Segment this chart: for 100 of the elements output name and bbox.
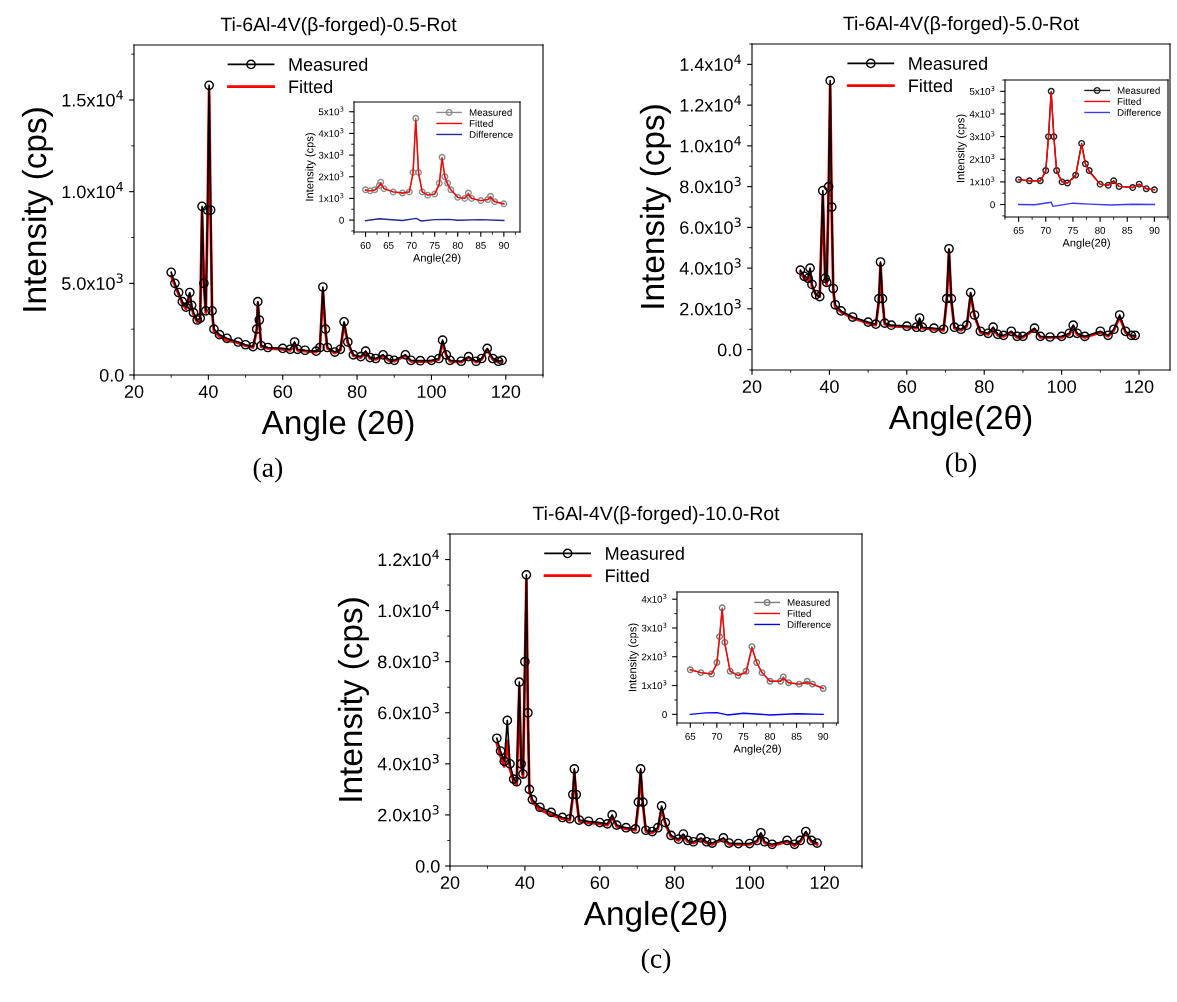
y-axis-title: Intensity (cps) — [337, 598, 369, 801]
y-axis-title: Intensity (cps) — [628, 623, 639, 692]
y-tick-label: 6.0x10$^{3}$ — [378, 702, 439, 720]
y-tick-label: 6.0x10$^{3}$ — [680, 217, 741, 234]
y-tick-label: 4.0x10$^{3}$ — [679, 258, 741, 275]
x-tick-label: 75 — [429, 242, 440, 249]
x-tick-label: 60 — [897, 380, 917, 393]
x-tick-label: 80 — [347, 385, 367, 398]
x-axis-title: Angle(2θ) — [1062, 238, 1110, 249]
y-tick-label: 5.0x10$^{3}$ — [61, 273, 123, 290]
x-tick-label: 100 — [417, 385, 446, 398]
chart-title: Ti-6Al-4V(β-forged)-10.0-Rot — [532, 506, 780, 525]
x-tick-label: 60 — [360, 241, 371, 249]
x-axis-title: Angle(2θ) — [583, 900, 727, 932]
y-tick-label: 5x10$^{3}$ — [969, 86, 995, 95]
legend-label: Measured — [787, 598, 830, 606]
legend-label: Fitted — [787, 609, 811, 617]
y-tick-label: 4x10$^{3}$ — [969, 108, 995, 118]
x-tick-label: 80 — [765, 732, 776, 740]
x-tick-label: 65 — [1013, 226, 1024, 234]
x-tick-label: 80 — [1095, 226, 1106, 234]
x-tick-label: 85 — [1122, 226, 1133, 234]
y-tick-label: 0 — [662, 711, 667, 718]
x-tick-label: 75 — [1068, 227, 1078, 234]
y-tick-label: 3x10$^{3}$ — [318, 149, 344, 159]
y-tick-label: 2.0x10$^{3}$ — [680, 298, 741, 316]
y-tick-label: 2.0x10$^{3}$ — [378, 805, 439, 822]
y-tick-label: 3x10$^{3}$ — [641, 622, 667, 632]
y-tick-label: 1x10$^{3}$ — [970, 176, 995, 186]
legend-label: Measured — [469, 108, 512, 116]
y-tick-label: 1.2x10$^{4}$ — [680, 95, 741, 112]
y-tick-label: 4.0x10$^{3}$ — [377, 753, 439, 771]
y-tick-label: 4x10$^{3}$ — [641, 593, 667, 603]
legend-label: Measured — [1117, 86, 1160, 94]
text: (a) — [253, 457, 283, 483]
y-tick-label: 0.0 — [415, 859, 440, 873]
x-axis-title: Angle (2θ) — [261, 409, 414, 441]
legend-label: Measured — [606, 546, 684, 560]
x-tick-label: 90 — [818, 732, 829, 740]
y-axis-title: Intensity (cps) — [639, 105, 671, 308]
y-tick-label: 1x10$^{3}$ — [642, 680, 667, 690]
x-axis-title: Angle(2θ) — [888, 404, 1032, 436]
x-tick-label: 20 — [742, 380, 762, 393]
legend-label: Fitted — [909, 78, 952, 93]
x-tick-label: 65 — [383, 241, 394, 249]
x-tick-label: 80 — [665, 876, 685, 889]
y-tick-label: 8.0x10$^{3}$ — [378, 651, 439, 669]
y-tick-label: 0 — [339, 216, 344, 224]
x-tick-label: 80 — [974, 380, 994, 393]
y-axis-title: Intensity (cps) — [21, 108, 53, 311]
x-tick-label: 70 — [1040, 226, 1051, 234]
x-tick-label: 120 — [1125, 380, 1154, 393]
y-tick-label: 1.0x10$^{4}$ — [378, 600, 439, 618]
x-tick-label: 60 — [273, 385, 293, 398]
x-tick-label: 90 — [498, 241, 509, 249]
x-tick-label: 80 — [452, 241, 463, 249]
legend-label: Difference — [469, 130, 513, 138]
chart-title: Ti-6Al-4V(β-forged)-5.0-Rot — [843, 16, 1080, 35]
x-tick-label: 120 — [810, 876, 839, 889]
x-tick-label: 75 — [738, 733, 749, 740]
y-axis-title: Intensity (cps) — [305, 133, 316, 201]
legend-label: Fitted — [606, 568, 649, 583]
x-tick-label: 40 — [515, 876, 535, 889]
x-tick-label: 100 — [1047, 380, 1076, 393]
legend-label: Fitted — [1117, 97, 1141, 105]
text: (c) — [641, 948, 671, 974]
x-tick-label: 65 — [685, 732, 696, 740]
chart-title: Ti-6Al-4V(β-forged)-0.5-Rot — [220, 17, 457, 36]
y-tick-label: 1.0x10$^{4}$ — [62, 181, 123, 199]
y-tick-label: 2x10$^{3}$ — [969, 153, 995, 163]
legend-label: Fitted — [289, 79, 333, 94]
y-tick-label: 1.4x10$^{4}$ — [680, 54, 741, 71]
y-axis-title: Intensity (cps) — [956, 114, 967, 183]
y-tick-label: 4x10$^{3}$ — [318, 128, 344, 137]
y-tick-label: 3x10$^{3}$ — [969, 131, 995, 141]
y-tick-label: 1x10$^{3}$ — [319, 193, 344, 202]
y-tick-label: 1.0x10$^{4}$ — [680, 136, 741, 153]
y-tick-label: 2x10$^{3}$ — [641, 651, 667, 661]
y-tick-label: 1.5x10$^{4}$ — [62, 90, 123, 107]
text: (b) — [946, 452, 976, 478]
x-axis-title: Angle(2θ) — [412, 253, 461, 264]
legend-label: Measured — [289, 57, 368, 71]
x-tick-label: 100 — [735, 876, 764, 889]
y-tick-label: 0.0 — [99, 368, 124, 382]
legend-label: Measured — [909, 56, 987, 70]
x-tick-label: 70 — [711, 732, 722, 740]
legend-label: Fitted — [469, 119, 493, 127]
y-tick-label: 8.0x10$^{3}$ — [680, 176, 741, 194]
x-tick-label: 60 — [590, 876, 610, 889]
x-tick-label: 70 — [406, 241, 417, 249]
x-tick-label: 20 — [124, 385, 144, 398]
y-tick-label: 0.0 — [717, 343, 742, 357]
legend-label: Difference — [787, 620, 831, 628]
legend-label: Difference — [1117, 108, 1161, 116]
y-tick-label: 2x10$^{3}$ — [318, 171, 344, 181]
x-tick-label: 90 — [1149, 226, 1160, 234]
y-tick-label: 0 — [990, 201, 995, 209]
y-tick-label: 5x10$^{3}$ — [318, 106, 344, 116]
x-tick-label: 85 — [791, 732, 802, 740]
x-tick-label: 120 — [492, 385, 521, 398]
